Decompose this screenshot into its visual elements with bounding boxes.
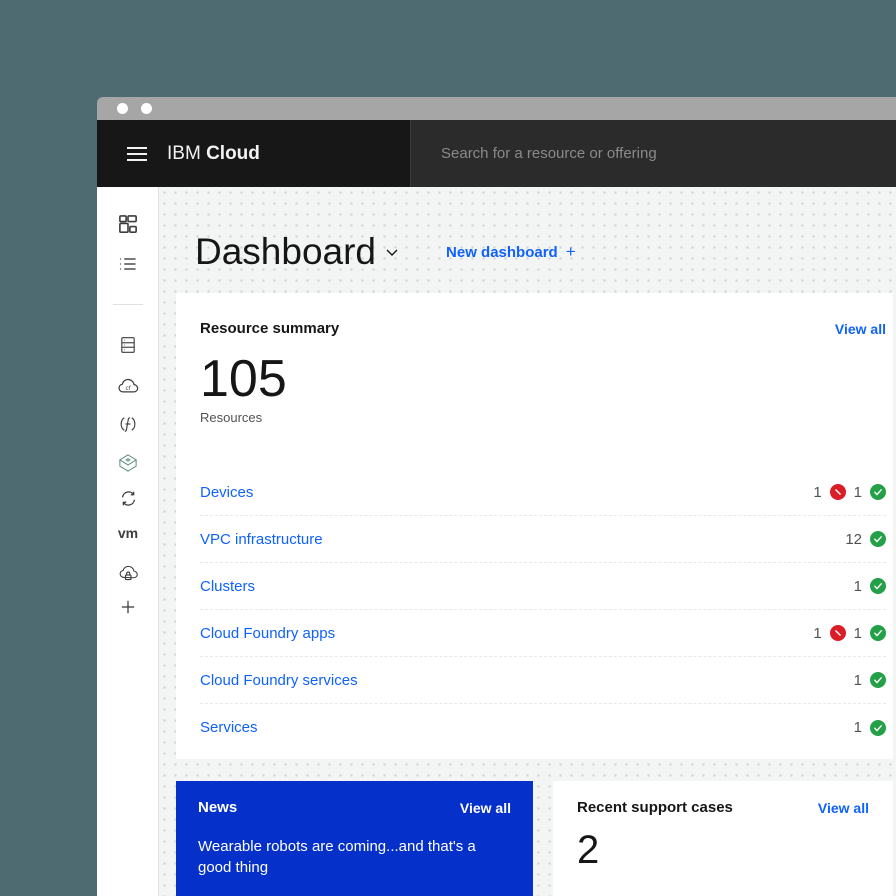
svg-text:cf: cf	[126, 385, 132, 392]
